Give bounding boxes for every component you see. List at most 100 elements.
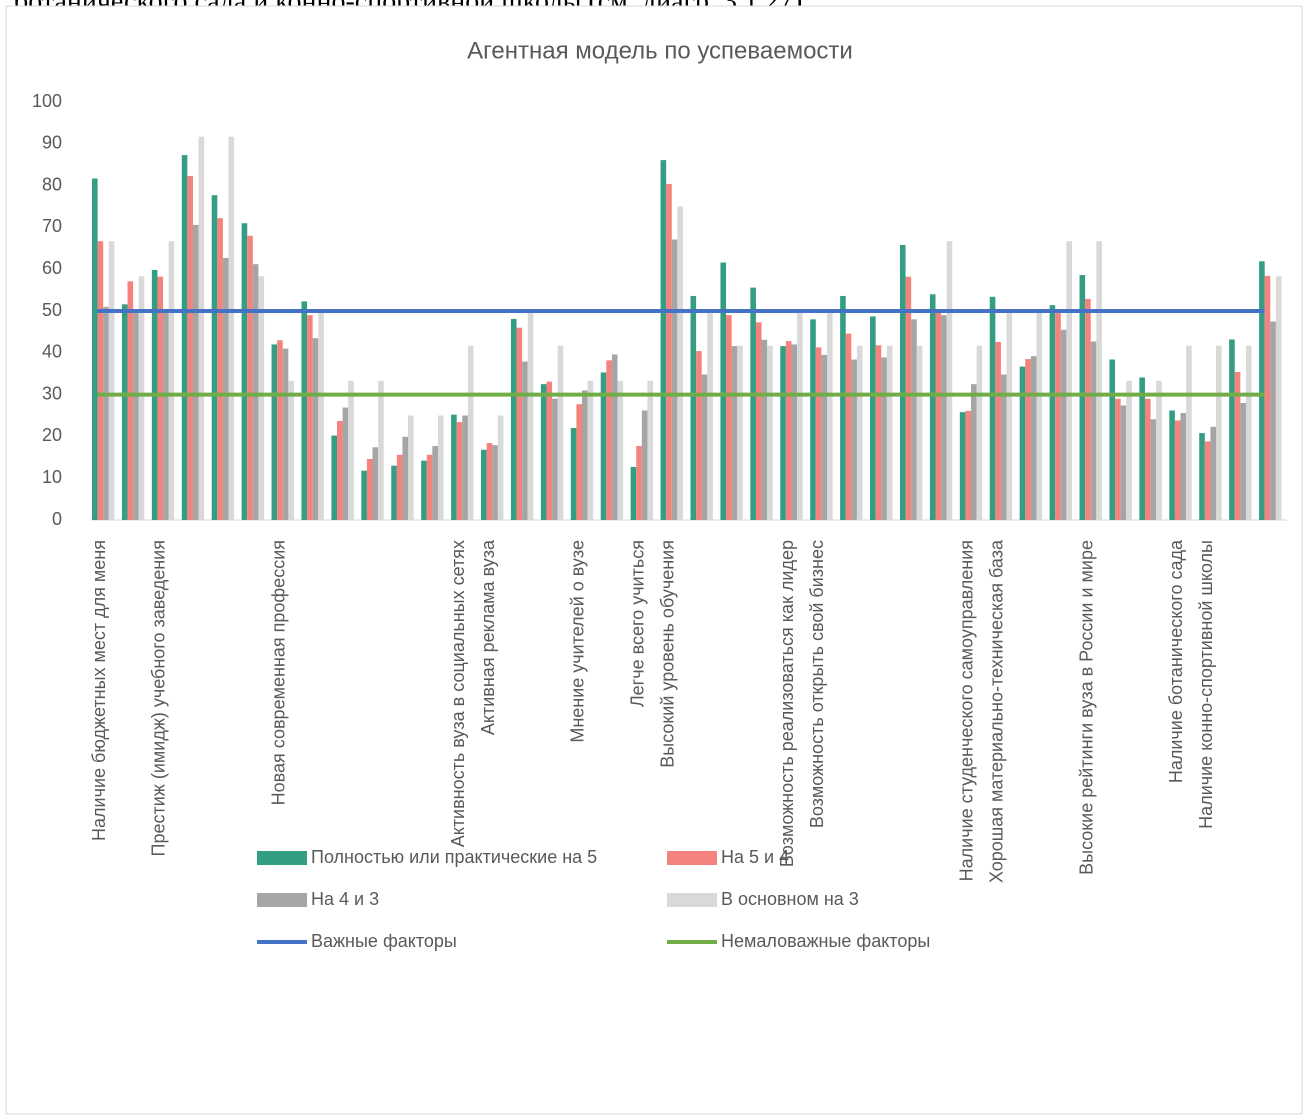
- bar: [941, 315, 947, 520]
- bar: [1036, 311, 1043, 520]
- bar: [1066, 241, 1072, 520]
- bar: [630, 466, 637, 520]
- bar: [647, 380, 654, 520]
- bar: [391, 465, 397, 520]
- bar: [1270, 321, 1276, 520]
- bar: [252, 264, 259, 520]
- bar: [971, 384, 977, 520]
- x-tick-label: Хорошая материально-техническая база: [987, 539, 1007, 883]
- bar: [181, 155, 188, 520]
- x-tick-label: Возможность открыть свой бизнес: [807, 540, 827, 828]
- x-tick-label: Наличие бюджетных мест для меня: [89, 540, 109, 841]
- legend-swatch: [667, 851, 717, 865]
- bar: [606, 360, 612, 520]
- y-tick-label: 90: [42, 133, 62, 153]
- bar: [1204, 441, 1211, 520]
- bar: [965, 410, 972, 520]
- bar: [761, 339, 768, 520]
- y-tick-label: 10: [42, 467, 62, 487]
- legend-swatch: [257, 851, 307, 865]
- bar: [486, 443, 493, 520]
- bar: [198, 136, 205, 520]
- legend-swatch: [257, 893, 307, 907]
- bar: [1055, 313, 1061, 520]
- bar: [282, 348, 289, 520]
- y-tick-label: 40: [42, 342, 62, 362]
- bar: [1229, 339, 1235, 520]
- bar: [437, 415, 444, 520]
- bar: [1150, 419, 1157, 520]
- bar: [192, 224, 199, 520]
- bar: [641, 410, 648, 520]
- bar: [510, 318, 517, 520]
- x-tick-label: Наличие конно-спортивной школы: [1196, 540, 1216, 829]
- bar: [138, 276, 145, 520]
- bar: [791, 344, 798, 520]
- bar: [851, 359, 857, 520]
- bar: [916, 345, 923, 520]
- bar: [660, 160, 667, 521]
- bar: [552, 398, 558, 520]
- bar: [707, 311, 713, 520]
- bar: [1090, 341, 1097, 520]
- bar: [1180, 412, 1187, 520]
- bar: [378, 380, 384, 520]
- y-tick-label: 20: [42, 425, 62, 445]
- bar: [402, 436, 409, 520]
- bar: [731, 346, 738, 520]
- bar: [540, 384, 547, 520]
- bar: [1115, 398, 1121, 520]
- y-tick-label: 50: [42, 300, 62, 320]
- bar: [1234, 372, 1241, 520]
- bar: [217, 218, 223, 521]
- bar: [1275, 276, 1282, 520]
- bar: [576, 404, 582, 520]
- bar: [899, 244, 906, 520]
- bar: [92, 178, 98, 520]
- y-tick-label: 60: [42, 258, 62, 278]
- x-tick-label: Высокие рейтинги вуза в России и мире: [1076, 540, 1096, 875]
- bar: [935, 311, 942, 520]
- bar: [1006, 311, 1013, 520]
- bar: [570, 428, 577, 520]
- bar: [1210, 426, 1217, 520]
- bar: [462, 415, 468, 520]
- chart-border: [5, 5, 1303, 1115]
- bar: [247, 235, 253, 520]
- bar: [228, 136, 235, 520]
- bar: [301, 301, 308, 520]
- bar: [821, 354, 827, 520]
- bar: [1216, 345, 1222, 520]
- bar: [127, 281, 134, 520]
- bar: [108, 241, 115, 520]
- bar: [582, 390, 588, 520]
- bar: [1120, 405, 1127, 520]
- bar: [1079, 275, 1086, 520]
- bar: [258, 276, 265, 520]
- bar: [1025, 359, 1031, 520]
- bar: [1019, 366, 1026, 520]
- bar: [271, 344, 278, 520]
- bar: [456, 422, 463, 520]
- bar: [1169, 410, 1175, 520]
- y-tick-label: 70: [42, 216, 62, 236]
- bar: [701, 374, 708, 520]
- bar: [481, 449, 487, 520]
- bar: [995, 341, 1001, 520]
- bar: [587, 380, 594, 520]
- bar: [886, 345, 893, 520]
- bar: [1199, 433, 1205, 520]
- bar: [527, 311, 534, 520]
- bar: [163, 311, 169, 520]
- bar: [342, 407, 349, 520]
- bar: [1186, 345, 1192, 520]
- bar: [810, 319, 816, 520]
- bar: [720, 262, 727, 520]
- y-tick-label: 30: [42, 383, 62, 403]
- bar: [726, 315, 732, 520]
- bar: [432, 446, 438, 520]
- bar: [617, 380, 624, 520]
- bar: [1085, 298, 1091, 520]
- bar: [426, 454, 433, 520]
